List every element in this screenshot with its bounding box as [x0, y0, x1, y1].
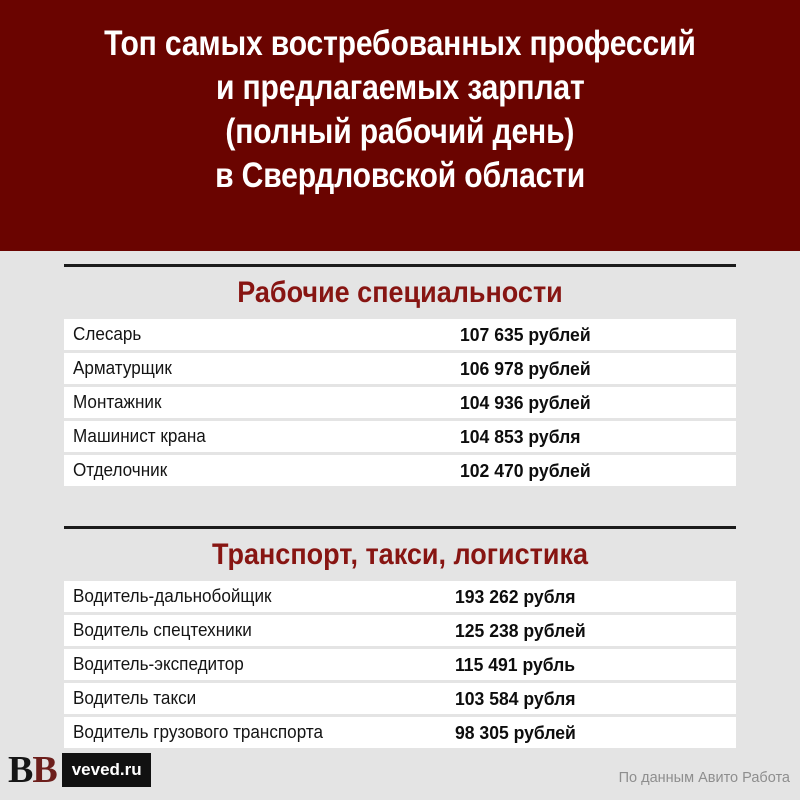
- source-credit: По данным Авито Работа: [618, 770, 790, 786]
- logo-letter-red: В: [32, 749, 57, 791]
- title-line-2: и предлагаемых зарплат: [215, 68, 585, 107]
- table-row: Слесарь 107 635 рублей: [64, 319, 736, 350]
- table-row: Водитель спецтехники 125 238 рублей: [64, 615, 736, 646]
- logo-site-label: veved.ru: [61, 753, 151, 787]
- profession-label: Водитель-экспедитор: [73, 654, 244, 674]
- table-row: Водитель-экспедитор 115 491 рубль: [64, 649, 736, 680]
- salary-value: 103 584 рубля: [455, 687, 576, 709]
- salary-value: 107 635 рублей: [460, 323, 591, 345]
- table-transport-logistics: Водитель-дальнобойщик 193 262 рубля Води…: [64, 581, 736, 748]
- profession-label: Монтажник: [73, 392, 162, 412]
- logo-letter-black: В: [8, 749, 33, 791]
- profession-label: Слесарь: [73, 324, 142, 344]
- table-row: Монтажник 104 936 рублей: [64, 387, 736, 418]
- table-row: Водитель-дальнобойщик 193 262 рубля: [64, 581, 736, 612]
- title-line-4: в Свердловской области: [214, 156, 586, 195]
- profession-label: Водитель спецтехники: [73, 620, 252, 640]
- table-row: Арматурщик 106 978 рублей: [64, 353, 736, 384]
- salary-value: 125 238 рублей: [455, 619, 586, 641]
- infographic-header: Топ самых востребованных профессий и пре…: [0, 0, 800, 251]
- section-title-work: Рабочие специальности: [237, 276, 563, 309]
- table-row: Водитель грузового транспорта 98 305 руб…: [64, 717, 736, 748]
- section-spacer: [0, 486, 800, 513]
- table-row: Отделочник 102 470 рублей: [64, 455, 736, 486]
- salary-value: 193 262 рубля: [455, 585, 576, 607]
- table-row: Водитель такси 103 584 рубля: [64, 683, 736, 714]
- title-line-3: (полный рабочий день): [225, 112, 575, 151]
- salary-value: 104 936 рублей: [460, 391, 591, 413]
- profession-label: Водитель такси: [73, 688, 197, 708]
- salary-value: 102 470 рублей: [460, 459, 591, 481]
- profession-label: Водитель-дальнобойщик: [73, 586, 272, 606]
- section-title-transport: Транспорт, такси, логистика: [212, 538, 588, 571]
- infographic-body: Рабочие специальности Слесарь 107 635 ру…: [0, 251, 800, 748]
- profession-label: Машинист крана: [73, 426, 206, 446]
- title-line-1: Топ самых востребованных профессий: [104, 24, 696, 63]
- profession-label: Отделочник: [73, 460, 168, 480]
- salary-value: 98 305 рублей: [455, 721, 576, 743]
- salary-value: 115 491 рубль: [455, 653, 576, 675]
- profession-label: Водитель грузового транспорта: [73, 722, 323, 742]
- section-divider-rule: [64, 526, 736, 529]
- section-transport-logistics: Транспорт, такси, логистика Водитель-дал…: [64, 513, 736, 748]
- section-divider-rule: [64, 264, 736, 267]
- table-row: Машинист крана 104 853 рубля: [64, 421, 736, 452]
- section-work-specialties: Рабочие специальности Слесарь 107 635 ру…: [64, 251, 736, 486]
- salary-value: 106 978 рублей: [460, 357, 591, 379]
- salary-value: 104 853 рубля: [460, 425, 581, 447]
- profession-label: Арматурщик: [73, 358, 172, 378]
- table-work-specialties: Слесарь 107 635 рублей Арматурщик 106 97…: [64, 319, 736, 486]
